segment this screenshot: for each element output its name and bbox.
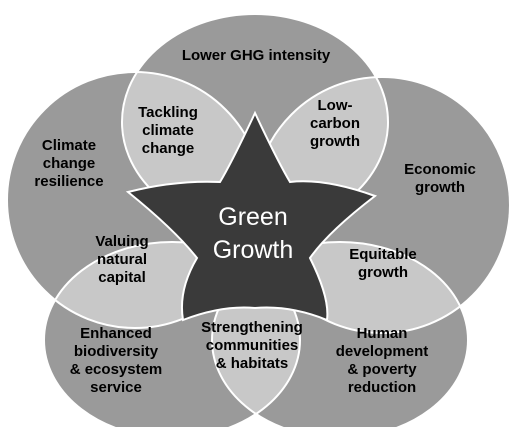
svg-text:change: change (43, 155, 96, 172)
svg-text:service: service (90, 379, 142, 396)
svg-text:Strengthening: Strengthening (201, 319, 303, 336)
svg-text:change: change (142, 140, 195, 157)
svg-text:& ecosystem: & ecosystem (70, 361, 163, 378)
svg-text:& habitats: & habitats (216, 355, 289, 372)
svg-text:communities: communities (206, 337, 299, 354)
svg-text:growth: growth (358, 264, 408, 281)
label-equitable-growth: Equitable growth (349, 246, 417, 281)
svg-text:& poverty: & poverty (347, 361, 417, 378)
svg-text:Human: Human (357, 325, 408, 342)
center-label-line1: Green (218, 203, 287, 231)
center-label-line2: Growth (213, 236, 294, 264)
svg-text:Tackling: Tackling (138, 104, 198, 121)
svg-text:growth: growth (415, 179, 465, 196)
label-strengthening-communities: Strengthening communities & habitats (201, 319, 303, 372)
center-star (125, 110, 378, 322)
label-low-carbon-growth: Low- carbon growth (310, 97, 360, 150)
svg-text:carbon: carbon (310, 115, 360, 132)
svg-text:biodiversity: biodiversity (74, 343, 159, 360)
svg-text:development: development (336, 343, 429, 360)
svg-text:Enhanced: Enhanced (80, 325, 152, 342)
label-economic-growth: Economic growth (404, 161, 476, 196)
svg-text:reduction: reduction (348, 379, 416, 396)
label-enhanced-biodiversity: Enhanced biodiversity & ecosystem servic… (70, 325, 163, 396)
label-climate-change-resilience: Climate change resilience (34, 137, 103, 190)
svg-text:capital: capital (98, 269, 146, 286)
label-lower-ghg-intensity: Lower GHG intensity (182, 47, 331, 64)
label-human-development: Human development & poverty reduction (336, 325, 429, 396)
svg-text:resilience: resilience (34, 173, 103, 190)
svg-text:Low-: Low- (318, 97, 353, 114)
svg-text:Valuing: Valuing (95, 233, 148, 250)
svg-text:Equitable: Equitable (349, 246, 417, 263)
svg-text:Climate: Climate (42, 137, 96, 154)
svg-text:growth: growth (310, 133, 360, 150)
label-valuing-natural-capital: Valuing natural capital (95, 233, 148, 286)
svg-text:Economic: Economic (404, 161, 476, 178)
label-tackling-climate-change: Tackling climate change (138, 104, 198, 157)
svg-text:natural: natural (97, 251, 147, 268)
svg-text:climate: climate (142, 122, 194, 139)
